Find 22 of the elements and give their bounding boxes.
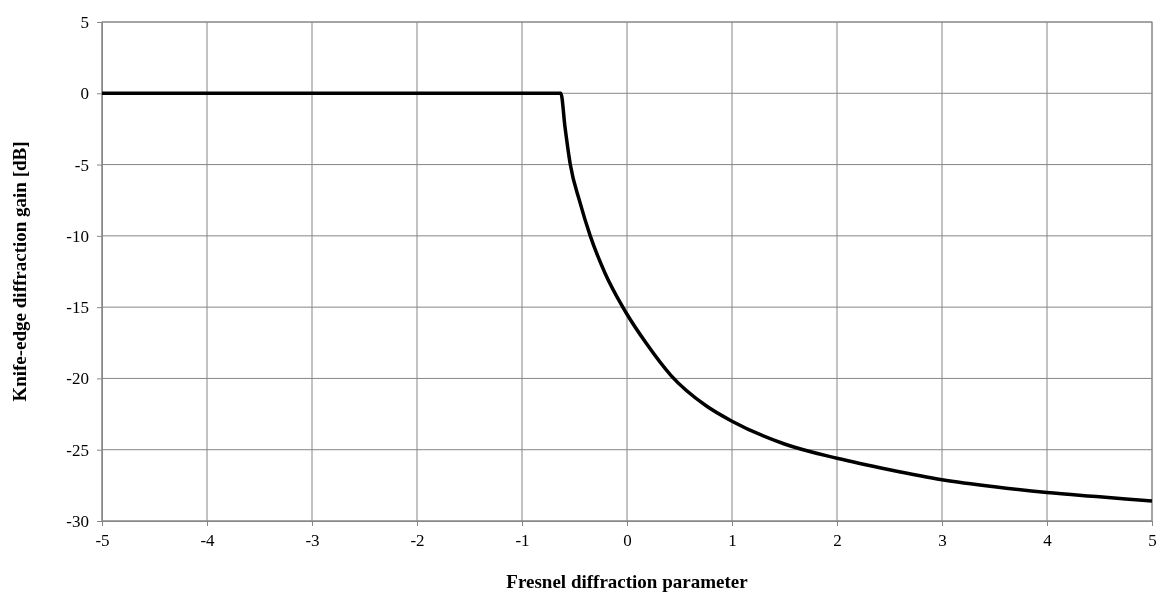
y-axis-title: Knife-edge diffraction gain [dB] (9, 141, 30, 402)
x-axis-title: Fresnel diffraction parameter (506, 571, 749, 592)
x-tick-label: 3 (938, 531, 947, 551)
x-tick-label: 4 (1043, 531, 1053, 551)
y-tick-label: -20 (66, 369, 89, 389)
y-tick-label: -5 (74, 155, 89, 175)
y-tick-label: -25 (66, 440, 89, 460)
y-tick-label: -10 (66, 226, 89, 246)
y-tick-label: 5 (80, 12, 89, 32)
x-tick-label: -4 (200, 531, 216, 551)
x-tick-label: -1 (515, 531, 530, 551)
x-tick-label: 0 (623, 531, 632, 551)
x-tick-label: 5 (1148, 531, 1157, 551)
x-tick-label: -2 (410, 531, 425, 551)
y-tick-label: 0 (80, 84, 89, 104)
y-tick-label: -30 (66, 511, 89, 531)
x-tick-label: -5 (95, 531, 110, 551)
y-tick-label: -15 (66, 298, 89, 318)
x-tick-label: 1 (728, 531, 737, 551)
line-series (100, 91, 1154, 503)
x-tick-label: -3 (305, 531, 320, 551)
x-tick-label: 2 (833, 531, 842, 551)
